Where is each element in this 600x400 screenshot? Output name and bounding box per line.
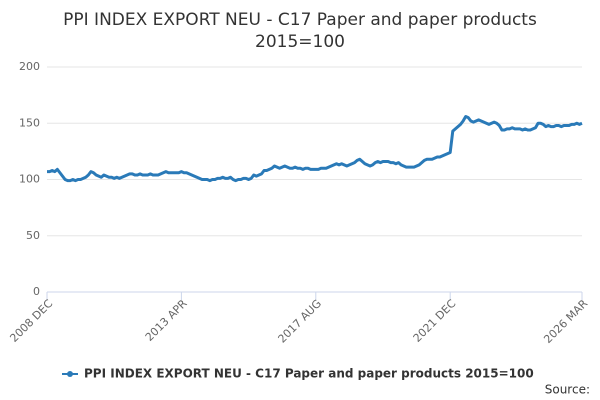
y-tick-label: 200: [19, 60, 40, 73]
x-tick-label: 2026 MAR: [541, 297, 590, 346]
legend-marker: [67, 371, 73, 377]
y-tick-label: 150: [19, 116, 40, 129]
chart-title: 2015=100: [255, 32, 345, 52]
series-line: [47, 115, 583, 183]
chart-title: PPI INDEX EXPORT NEU - C17 Paper and pap…: [63, 10, 537, 30]
x-tick-label: 2008 DEC: [7, 297, 55, 345]
x-tick-label: 2021 DEC: [411, 297, 459, 345]
y-tick-label: 50: [26, 229, 40, 242]
legend: PPI INDEX EXPORT NEU - C17 Paper and pap…: [62, 367, 534, 381]
x-tick-label: 2013 APR: [143, 297, 190, 344]
legend-label: PPI INDEX EXPORT NEU - C17 Paper and pap…: [84, 367, 534, 381]
source: Source:: [545, 383, 590, 397]
y-tick-label: 0: [33, 285, 40, 298]
y-tick-label: 100: [19, 173, 40, 186]
x-tick-label: 2017 AUG: [276, 297, 325, 346]
